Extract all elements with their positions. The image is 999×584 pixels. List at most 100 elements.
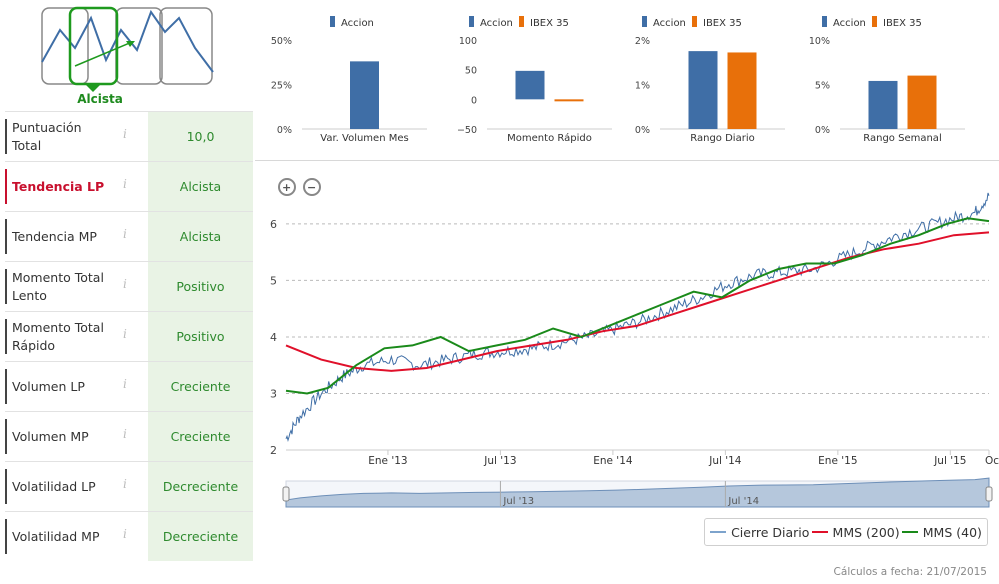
y-tick-label: −50: [457, 125, 477, 136]
arrowhead-icon: [126, 41, 135, 47]
indicator-label-text: Volumen LP: [12, 378, 85, 394]
legend-label: Accion: [480, 18, 513, 29]
bar-accion[interactable]: [688, 51, 718, 129]
y-tick-label: 25%: [271, 81, 292, 92]
indicator-label-text: Volumen MP: [12, 428, 89, 444]
bar-ibex-35[interactable]: [554, 99, 584, 102]
indicator-label-text: Tendencia MP: [12, 228, 97, 244]
y-tick-label: 10%: [809, 36, 830, 47]
price-chart[interactable]: 6 5 4 3 2 Ene '13 Jul '13 Ene '14 Jul '14 Ene '15…: [256, 165, 999, 519]
trend-icons: [41, 6, 214, 92]
indicator-label-text: Volatilidad LP: [12, 478, 96, 494]
series-cierre-diario[interactable]: [285, 192, 990, 443]
calc-date: Cálculos a fecha: 21/07/2015: [833, 566, 987, 578]
mini-chart-rango-semanal: Accion IBEX 35 10% 5% 0% Rango Semanal: [800, 0, 975, 154]
mini-chart-volumen: Accion 50% 25% 0% Var. Volumen Mes: [262, 0, 437, 154]
bar-ibex-35[interactable]: [907, 75, 937, 129]
x-tick-label: Oct '15: [985, 455, 999, 467]
legend-mms40[interactable]: MMS (40): [901, 525, 982, 540]
bajista-end-chart-icon[interactable]: [159, 7, 213, 85]
legend-label: IBEX 35: [703, 18, 742, 29]
indicator-row[interactable]: Volumen LP i Creciente: [5, 361, 253, 411]
indicator-label: Volumen MP: [5, 412, 148, 461]
bar-accion[interactable]: [515, 70, 545, 100]
bar-accion[interactable]: [868, 80, 898, 129]
trend-selected-label: Alcista: [77, 92, 123, 106]
chart-legend: Cierre Diario MMS (200) MMS (40): [704, 518, 988, 546]
navigator-left-handle[interactable]: [282, 486, 290, 502]
navigator-right-handle[interactable]: [985, 486, 993, 502]
legend-cierre[interactable]: Cierre Diario: [710, 525, 809, 540]
indicator-row[interactable]: Tendencia MP i Alcista: [5, 211, 253, 261]
indicator-value: Decreciente: [148, 512, 253, 561]
mini-chart-momento: Accion IBEX 35 100 50 0 −50 Momento Rápido: [447, 0, 622, 154]
info-icon[interactable]: i: [123, 427, 127, 441]
legend-swatch: [519, 16, 524, 27]
info-icon[interactable]: i: [123, 527, 127, 541]
selected-pointer-icon: [85, 84, 101, 92]
x-tick-label: Ene '13: [368, 455, 407, 467]
mini-chart-svg: Accion IBEX 35 2% 1% 0% Rango Diario: [635, 16, 785, 144]
indicator-label-text: Puntuación Total: [12, 119, 82, 153]
y-tick-label: 0%: [815, 125, 830, 136]
indicator-row[interactable]: Volatilidad MP i Decreciente: [5, 511, 253, 561]
legend-label: IBEX 35: [530, 18, 569, 29]
mini-chart-title: Rango Diario: [690, 133, 754, 144]
legend-mms40-swatch: [901, 531, 918, 533]
bar-ibex-35[interactable]: [727, 52, 757, 129]
info-icon[interactable]: i: [123, 327, 127, 341]
indicator-label-text: Tendencia LP: [12, 178, 105, 194]
info-icon[interactable]: i: [123, 177, 127, 191]
indicator-label: Puntuación Total: [5, 112, 148, 161]
info-icon[interactable]: i: [123, 477, 127, 491]
indicator-value: Creciente: [148, 412, 253, 461]
bajista-chart-icon[interactable]: [41, 7, 89, 85]
bar-accion[interactable]: [350, 61, 379, 129]
indicator-label: Volumen LP: [5, 362, 148, 411]
indicator-value: Alcista: [148, 162, 253, 211]
price-zigzag: [41, 9, 214, 73]
legend-swatch: [692, 16, 697, 27]
series-mms-200-[interactable]: [285, 231, 990, 372]
legend-cierre-label: Cierre Diario: [731, 524, 810, 540]
zoom-out-icon: −: [307, 181, 317, 194]
zoom-out-button[interactable]: −: [303, 178, 321, 196]
y-tick-label: 1%: [635, 81, 650, 92]
indicator-row[interactable]: Tendencia LP i Alcista: [5, 161, 253, 211]
legend-label: Accion: [833, 18, 866, 29]
price-chart-svg: 6 5 4 3 2 Ene '13 Jul '13 Ene '14 Jul '14 Ene '15…: [270, 192, 999, 508]
uptrend-arrow-icon: [74, 41, 133, 67]
y-tick-label: 0%: [635, 125, 650, 136]
series-mms-40-[interactable]: [285, 217, 990, 395]
indicator-row[interactable]: Momento Total Rápido i Positivo: [5, 311, 253, 361]
indicator-row[interactable]: Volatilidad LP i Decreciente: [5, 461, 253, 511]
zoom-in-button[interactable]: +: [278, 178, 296, 196]
indicator-row[interactable]: Volumen MP i Creciente: [5, 411, 253, 461]
legend-mms200[interactable]: MMS (200): [811, 525, 900, 540]
indicator-value: Alcista: [148, 212, 253, 261]
info-icon[interactable]: i: [123, 277, 127, 291]
info-icon[interactable]: i: [123, 127, 127, 141]
indicator-row[interactable]: Puntuación Total i 10,0: [5, 111, 253, 161]
legend-label: IBEX 35: [883, 18, 922, 29]
legend-label: Accion: [341, 18, 374, 29]
mini-chart-svg: Accion IBEX 35 100 50 0 −50 Momento Rápido: [457, 16, 612, 144]
legend-mms200-swatch: [811, 531, 828, 533]
legend-cierre-swatch: [710, 531, 727, 533]
indicator-label: Volatilidad MP: [5, 512, 148, 561]
mini-chart-title: Momento Rápido: [507, 132, 592, 144]
y-tick-label: 2: [270, 444, 277, 457]
indicator-label-text: Momento Total Lento: [12, 269, 104, 303]
indicator-row[interactable]: Momento Total Lento i Positivo: [5, 261, 253, 311]
indicator-label: Volatilidad LP: [5, 462, 148, 511]
indicator-label: Tendencia LP: [5, 162, 148, 211]
y-tick-label: 5: [270, 274, 277, 287]
legend-swatch: [469, 16, 474, 27]
indicator-value: Positivo: [148, 312, 253, 361]
legend-label: Accion: [653, 18, 686, 29]
navigator-series: [285, 477, 990, 508]
x-tick-label: Ene '15: [818, 455, 857, 467]
info-icon[interactable]: i: [123, 377, 127, 391]
y-tick-label: 2%: [635, 36, 650, 47]
info-icon[interactable]: i: [123, 227, 127, 241]
